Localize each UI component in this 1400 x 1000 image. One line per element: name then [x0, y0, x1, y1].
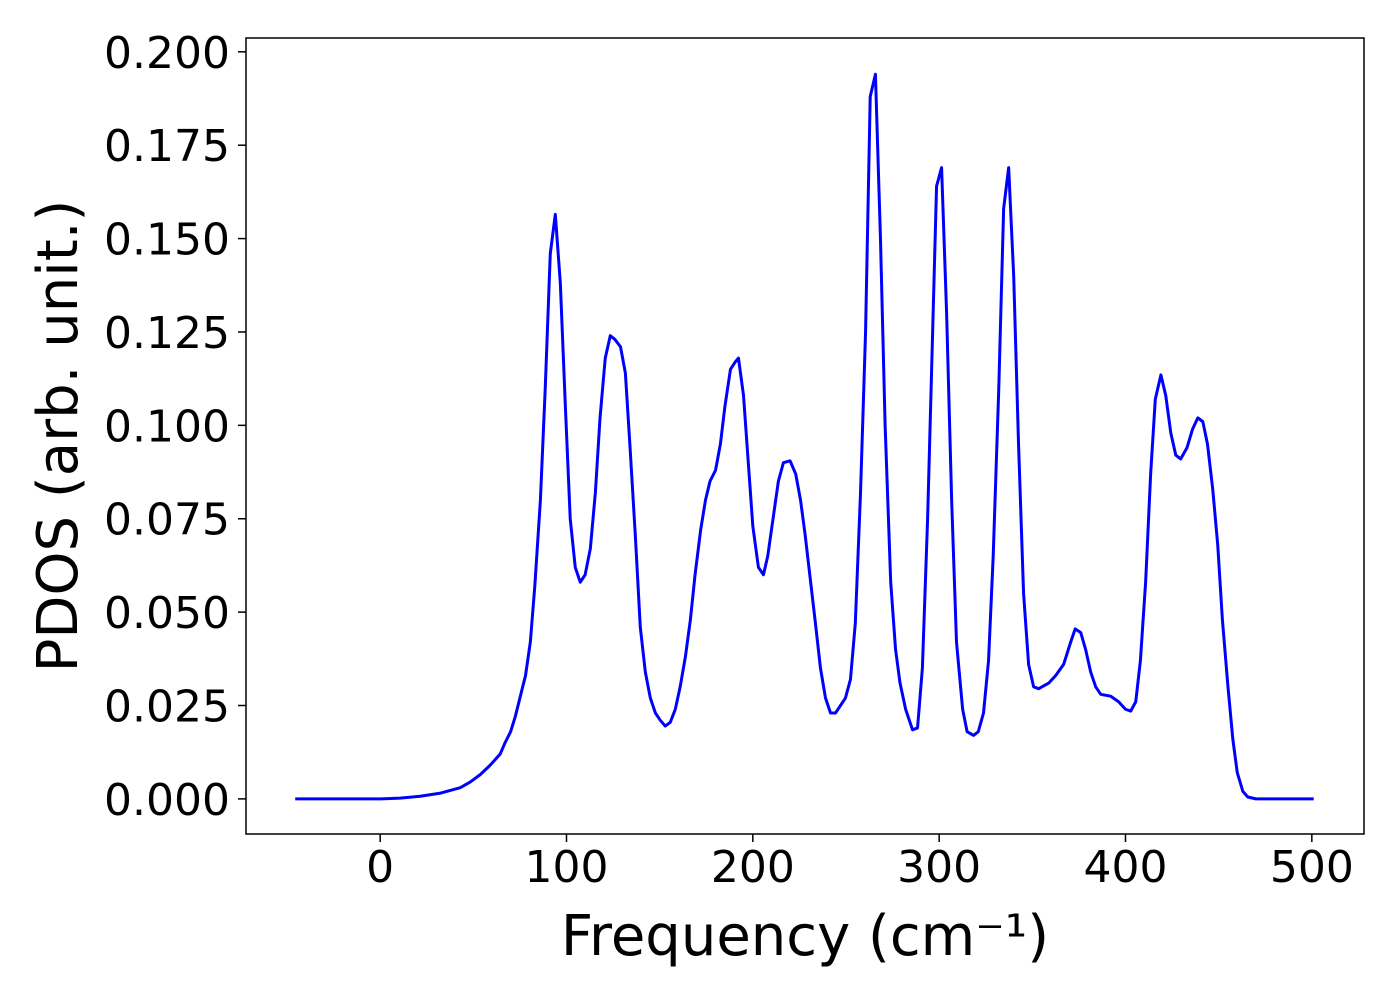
plot-frame: [245, 37, 1365, 835]
y-tick-label: 0.200: [104, 28, 230, 79]
y-tick-label: 0.075: [104, 495, 230, 546]
y-tick-label: 0.100: [104, 401, 230, 452]
x-tick-label: 0: [366, 842, 394, 893]
x-tick-label: 200: [711, 842, 795, 893]
x-tick-label: 400: [1084, 842, 1168, 893]
y-tick-label: 0.150: [104, 215, 230, 266]
line-series: [295, 72, 1314, 801]
y-tick-label: 0.175: [104, 121, 230, 172]
x-tick-label: 500: [1270, 842, 1354, 893]
y-tick-label: 0.125: [104, 308, 230, 359]
y-axis-label: PDOS (arb. unit.): [26, 200, 91, 673]
y-tick-label: 0.000: [104, 775, 230, 826]
y-tick-label: 0.025: [104, 682, 230, 733]
x-axis-label: Frequency (cm⁻¹): [561, 904, 1049, 969]
y-tick-label: 0.050: [104, 588, 230, 639]
x-tick-label: 300: [897, 842, 981, 893]
x-tick-label: 100: [525, 842, 609, 893]
